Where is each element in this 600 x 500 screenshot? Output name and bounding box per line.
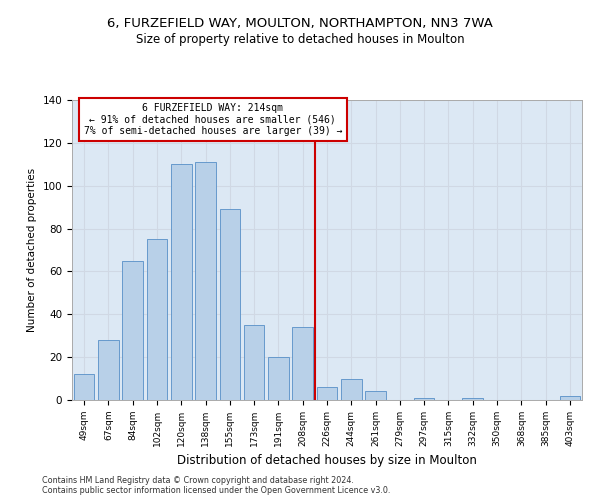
Text: Contains HM Land Registry data © Crown copyright and database right 2024.
Contai: Contains HM Land Registry data © Crown c… bbox=[42, 476, 391, 495]
Text: 6 FURZEFIELD WAY: 214sqm
← 91% of detached houses are smaller (546)
7% of semi-d: 6 FURZEFIELD WAY: 214sqm ← 91% of detach… bbox=[83, 102, 342, 136]
Y-axis label: Number of detached properties: Number of detached properties bbox=[27, 168, 37, 332]
Bar bbox=[317, 387, 337, 400]
Bar bbox=[220, 210, 240, 400]
Bar bbox=[122, 260, 143, 400]
Bar bbox=[292, 327, 313, 400]
Bar bbox=[560, 396, 580, 400]
Bar bbox=[463, 398, 483, 400]
Bar bbox=[341, 378, 362, 400]
Bar bbox=[74, 374, 94, 400]
Text: Size of property relative to detached houses in Moulton: Size of property relative to detached ho… bbox=[136, 32, 464, 46]
Bar bbox=[365, 392, 386, 400]
Bar bbox=[146, 240, 167, 400]
Text: 6, FURZEFIELD WAY, MOULTON, NORTHAMPTON, NN3 7WA: 6, FURZEFIELD WAY, MOULTON, NORTHAMPTON,… bbox=[107, 18, 493, 30]
Bar bbox=[268, 357, 289, 400]
Bar bbox=[414, 398, 434, 400]
X-axis label: Distribution of detached houses by size in Moulton: Distribution of detached houses by size … bbox=[177, 454, 477, 468]
Bar bbox=[98, 340, 119, 400]
Bar bbox=[195, 162, 216, 400]
Bar bbox=[171, 164, 191, 400]
Bar bbox=[244, 325, 265, 400]
